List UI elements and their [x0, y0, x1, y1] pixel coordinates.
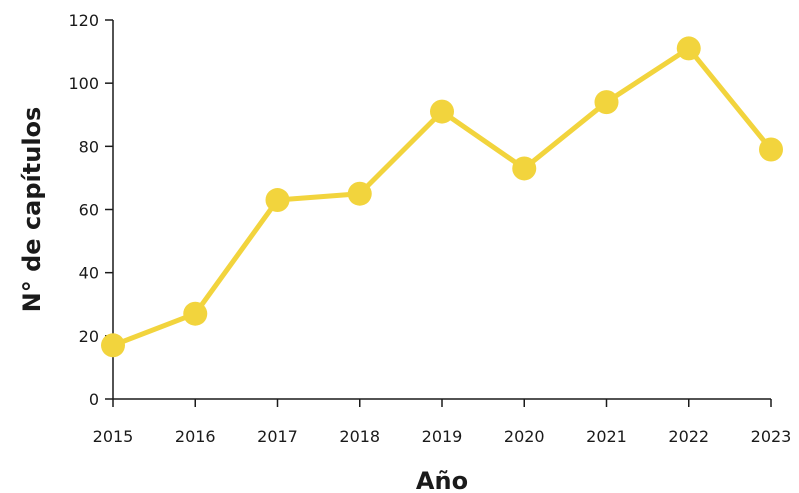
data-point [183, 301, 208, 326]
x-tick-label: 2021 [586, 427, 627, 446]
y-tick-label: 120 [68, 11, 99, 30]
x-tick-label: 2023 [751, 427, 792, 446]
x-ticks: 2015 2016 2017 2018 2019 2020 2021 2022 2023 [93, 399, 792, 446]
y-tick-label: 40 [79, 264, 99, 283]
data-point [759, 137, 783, 162]
data-point [347, 181, 372, 206]
data-point [101, 333, 125, 358]
y-ticks: 0 20 40 60 80 100 120 [68, 11, 113, 409]
y-tick-label: 0 [89, 390, 99, 409]
x-tick-label: 2019 [422, 427, 463, 446]
y-tick-label: 20 [79, 327, 99, 346]
x-axis-title: Año [416, 467, 468, 493]
data-point [676, 36, 701, 61]
data-point [512, 156, 537, 181]
x-tick-label: 2018 [339, 427, 380, 446]
y-tick-label: 80 [79, 137, 99, 156]
series-layer [101, 36, 783, 358]
y-tick-label: 60 [79, 201, 99, 220]
x-tick-label: 2020 [504, 427, 545, 446]
axes [112, 20, 771, 400]
data-point [594, 90, 619, 115]
x-tick-label: 2015 [93, 427, 134, 446]
y-axis-title: N° de capítulos [18, 107, 46, 313]
x-tick-label: 2022 [668, 427, 709, 446]
y-tick-label: 100 [68, 74, 99, 93]
x-tick-label: 2016 [175, 427, 216, 446]
data-point [430, 99, 454, 124]
x-tick-label: 2017 [257, 427, 298, 446]
series-line [110, 45, 774, 348]
data-point [265, 188, 290, 213]
